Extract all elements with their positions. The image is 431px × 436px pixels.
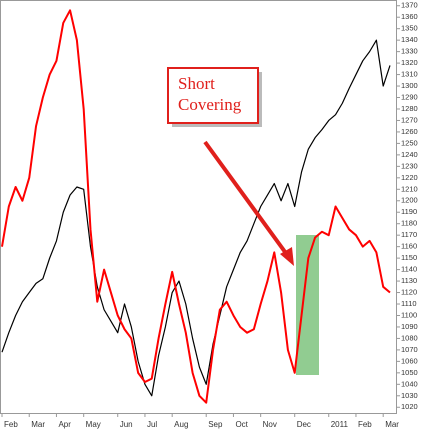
y-tick-label: 1160 [401, 242, 417, 251]
series-line [1, 9, 391, 404]
series-line [1, 39, 391, 397]
arrow-head [280, 247, 294, 266]
x-tick-label: Feb [4, 420, 18, 429]
annotation-box [167, 67, 259, 124]
x-tick-label: Jul [147, 420, 157, 429]
y-tick-label: 1200 [401, 196, 418, 205]
x-tick-label: Mar [31, 420, 45, 429]
x-tick-label: Oct [235, 420, 248, 429]
y-tick-label: 1120 [401, 288, 417, 297]
x-tick-label: Aug [174, 420, 188, 429]
highlight-box [296, 235, 319, 375]
y-tick-label: 1020 [401, 402, 418, 411]
x-tick-label: 2011 [331, 420, 349, 429]
plot-frame [0, 0, 397, 414]
y-tick-label: 1040 [401, 379, 418, 388]
y-tick-label: 1270 [401, 115, 418, 124]
x-tick-label: Sep [208, 420, 223, 429]
y-tick-label: 1170 [401, 230, 417, 239]
y-tick-label: 1220 [401, 173, 418, 182]
y-tick-label: 1280 [401, 104, 418, 113]
y-tick-label: 1210 [401, 184, 418, 193]
x-tick-label: Feb [358, 420, 372, 429]
y-tick-label: 1250 [401, 138, 418, 147]
y-tick-label: 1370 [401, 1, 418, 10]
arrow-shaft [203, 140, 290, 258]
y-tick-label: 1300 [401, 81, 418, 90]
y-tick-label: 1290 [401, 92, 418, 101]
y-tick-label: 1140 [401, 265, 417, 274]
x-tick-label: Mar [385, 420, 399, 429]
y-tick-label: 1340 [401, 35, 418, 44]
y-tick-label: 1090 [401, 322, 418, 331]
y-tick-label: 1260 [401, 127, 418, 136]
y-tick-label: 1150 [401, 253, 417, 262]
x-tick-label: Nov [263, 420, 277, 429]
y-tick-label: 1110 [401, 299, 417, 308]
x-tick-label: May [86, 420, 101, 429]
y-tick-label: 1320 [401, 58, 418, 67]
y-tick-label: 1030 [401, 391, 418, 400]
y-tick-label: 1060 [401, 356, 418, 365]
y-tick-label: 1330 [401, 47, 418, 56]
y-tick-label: 1360 [401, 12, 418, 21]
y-tick-label: 1190 [401, 207, 417, 216]
y-tick-label: 1230 [401, 161, 418, 170]
y-tick-label: 1100 [401, 310, 417, 319]
x-tick-label: Dec [297, 420, 311, 429]
annotation-text: Short [178, 74, 215, 93]
y-tick-label: 1310 [401, 70, 418, 79]
y-tick-label: 1240 [401, 150, 418, 159]
y-tick-label: 1070 [401, 345, 418, 354]
x-tick-label: Jun [120, 420, 133, 429]
y-tick-label: 1130 [401, 276, 417, 285]
y-tick-label: 1050 [401, 368, 418, 377]
y-tick-label: 1080 [401, 333, 418, 342]
annotation-text: Covering [178, 95, 242, 114]
x-tick-label: Apr [58, 420, 71, 429]
y-tick-label: 1180 [401, 219, 417, 228]
series-group [1, 9, 391, 404]
y-tick-label: 1350 [401, 24, 418, 33]
